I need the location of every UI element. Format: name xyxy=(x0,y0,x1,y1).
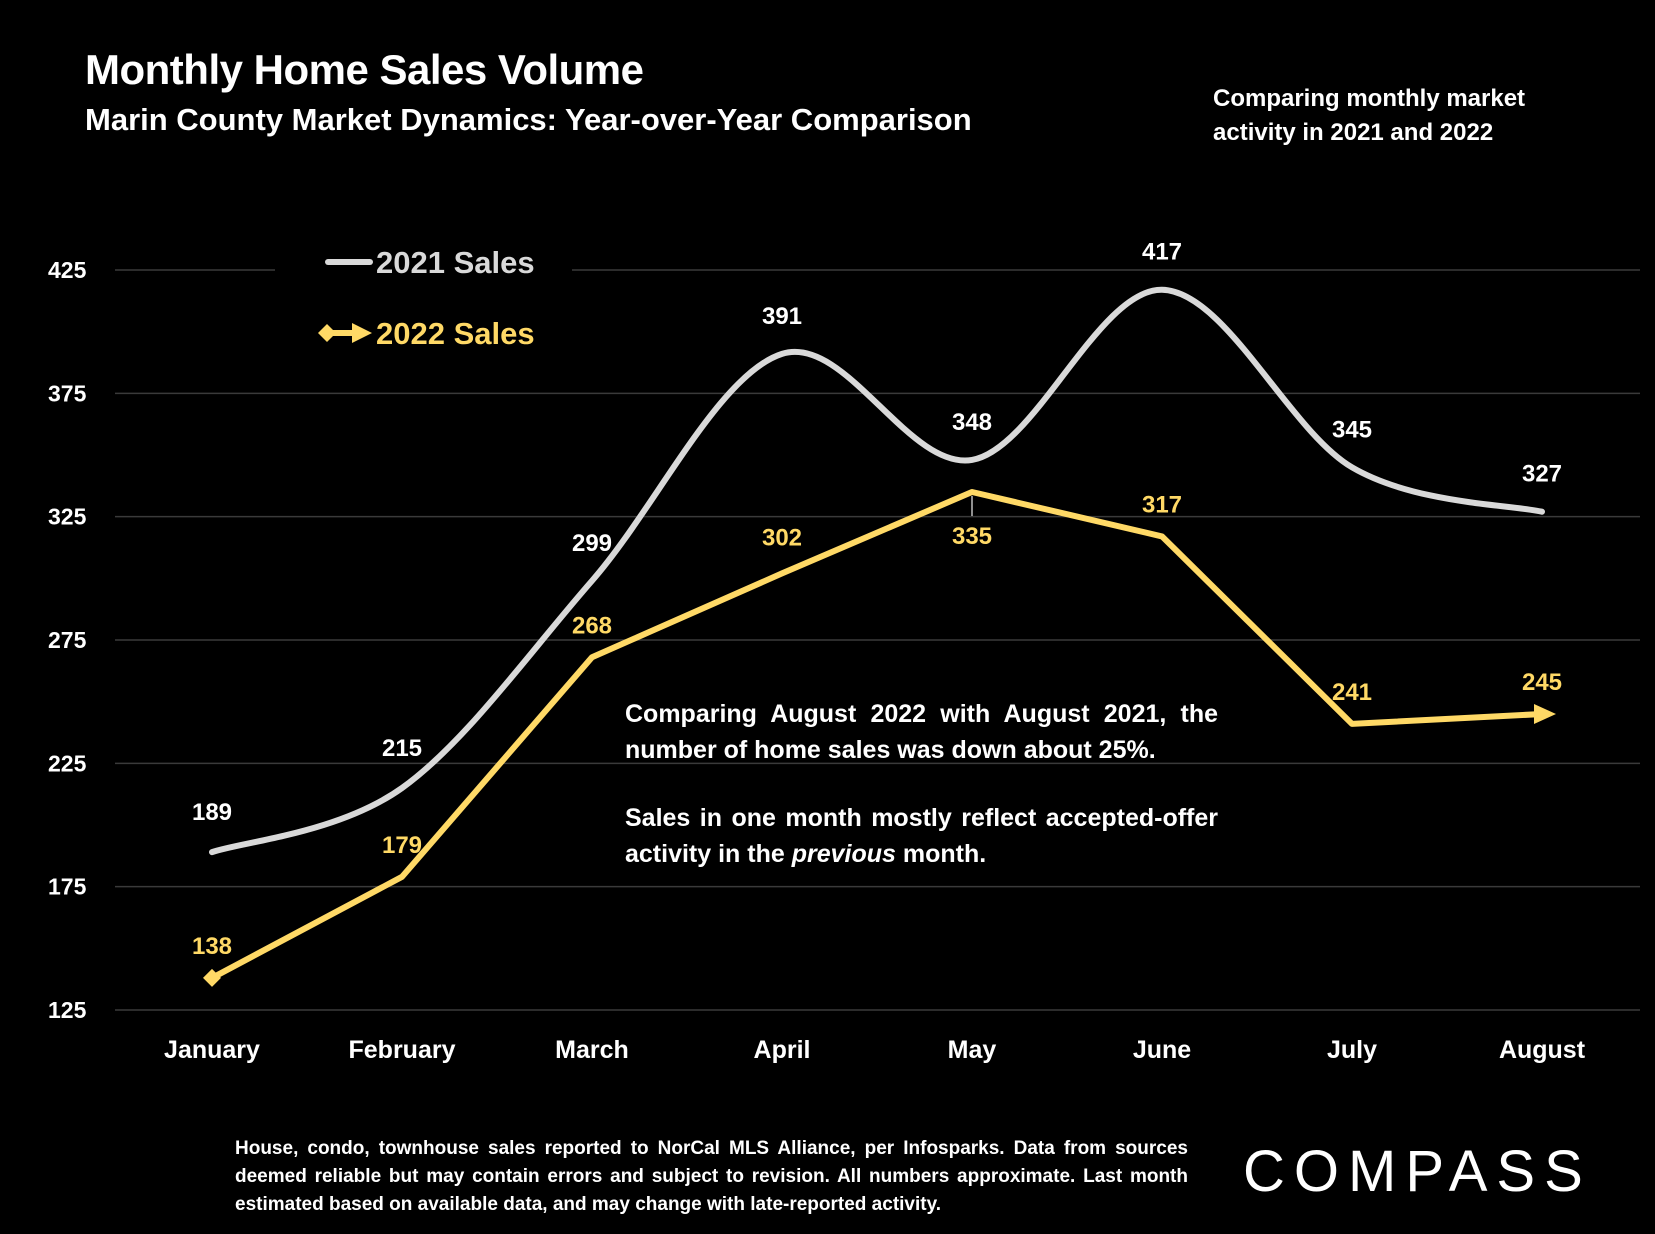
annotation-para-2: Sales in one month mostly reflect accept… xyxy=(625,800,1218,872)
data-label-2021-june: 417 xyxy=(1142,239,1182,266)
legend-diamond-2022 xyxy=(318,324,336,342)
x-category-august: August xyxy=(1499,1036,1586,1064)
legend: 2021 Sales 2022 Sales xyxy=(318,245,535,351)
data-label-2022-february: 179 xyxy=(382,832,422,859)
compass-logo: COMPASS xyxy=(1243,1139,1592,1204)
annotation-emphasis: previous xyxy=(791,840,896,868)
data-label-2022-july: 241 xyxy=(1332,679,1372,706)
annotation-para-1: Comparing August 2022 with August 2021, … xyxy=(625,700,1218,764)
annotation-box: Comparing August 2022 with August 2021, … xyxy=(625,696,1218,872)
chart-title: Monthly Home Sales Volume xyxy=(85,46,644,93)
x-category-january: January xyxy=(164,1036,260,1064)
y-axis-ticks: 125 175 225 275 325 375 425 xyxy=(48,257,87,1023)
data-label-2021-january: 189 xyxy=(192,799,232,826)
chart-subtitle: Marin County Market Dynamics: Year-over-… xyxy=(85,102,972,137)
y-tick-375: 375 xyxy=(48,380,87,406)
x-category-june: June xyxy=(1133,1036,1191,1064)
y-tick-125: 125 xyxy=(48,997,87,1023)
y-tick-225: 225 xyxy=(48,750,87,776)
y-tick-175: 175 xyxy=(48,874,87,900)
annotation-text: Sales in one month mostly reflect accept… xyxy=(625,804,1218,868)
series-line-2022 xyxy=(210,489,1543,981)
data-label-2021-march: 299 xyxy=(572,530,612,557)
data-label-2022-june: 317 xyxy=(1142,491,1182,518)
side-note: Comparing monthly market activity in 202… xyxy=(1213,85,1526,146)
y-tick-425: 425 xyxy=(48,257,87,283)
x-axis-categories: January February March April May June July Augu… xyxy=(164,1036,1586,1064)
series-end-arrow-2022 xyxy=(1534,704,1556,724)
series-start-marker-2022 xyxy=(203,968,221,987)
x-category-april: April xyxy=(754,1036,811,1064)
data-labels: 189 215 299 391 348 417 345 327 138 179 268 302 335 3… xyxy=(192,239,1562,960)
series-line-2021 xyxy=(209,286,1545,856)
data-label-2022-august: 245 xyxy=(1522,669,1562,696)
x-category-march: March xyxy=(555,1036,629,1064)
data-label-2022-april: 302 xyxy=(762,524,802,551)
gridlines xyxy=(115,269,1640,1011)
series-lines xyxy=(203,286,1556,987)
annotation-text-end: month. xyxy=(895,840,987,868)
legend-label-2022: 2022 Sales xyxy=(376,316,535,351)
y-tick-275: 275 xyxy=(48,627,87,653)
x-category-february: February xyxy=(349,1036,456,1064)
x-category-july: July xyxy=(1327,1036,1377,1064)
data-label-2021-february: 215 xyxy=(382,735,422,762)
data-label-2021-august: 327 xyxy=(1522,461,1562,488)
legend-label-2021: 2021 Sales xyxy=(376,245,535,280)
data-label-2021-may: 348 xyxy=(952,409,992,436)
data-label-2022-may: 335 xyxy=(952,523,992,550)
legend-arrow-2022 xyxy=(352,323,372,343)
data-label-2022-march: 268 xyxy=(572,612,612,639)
y-tick-325: 325 xyxy=(48,504,87,530)
data-label-2021-july: 345 xyxy=(1332,416,1372,443)
x-category-may: May xyxy=(948,1036,997,1064)
data-label-2021-april: 391 xyxy=(762,303,802,330)
source-footnote: House, condo, townhouse sales reported t… xyxy=(235,1138,1188,1215)
data-label-2022-january: 138 xyxy=(192,933,232,960)
